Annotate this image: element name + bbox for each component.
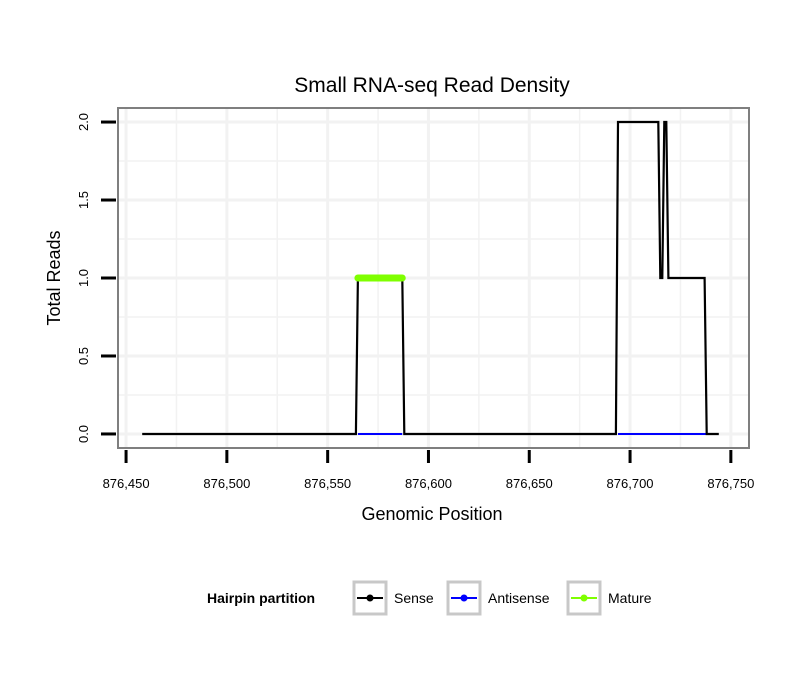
legend-key-point bbox=[366, 594, 374, 602]
x-tick-label: 876,600 bbox=[405, 476, 452, 491]
legend-entries: Sense Antisense Mature bbox=[352, 580, 652, 616]
legend-item-sense: Sense bbox=[352, 580, 434, 616]
legend: Hairpin partition Sense Antisense Mature bbox=[207, 580, 652, 616]
y-tick-label: 1.0 bbox=[76, 269, 91, 287]
legend-label: Mature bbox=[608, 590, 652, 606]
chart-title: Small RNA-seq Read Density bbox=[294, 74, 570, 97]
legend-label: Sense bbox=[394, 590, 434, 606]
x-axis: 876,450 876,500 876,550 876,600 876,650 876,7… bbox=[103, 450, 754, 491]
legend-title: Hairpin partition bbox=[207, 590, 315, 606]
x-tick-label: 876,450 bbox=[103, 476, 150, 491]
legend-item-antisense: Antisense bbox=[446, 580, 550, 616]
y-tick-label: 0.0 bbox=[76, 425, 91, 443]
x-tick-label: 876,650 bbox=[506, 476, 553, 491]
y-axis-title: Total Reads bbox=[44, 230, 64, 325]
x-axis-title: Genomic Position bbox=[361, 504, 502, 524]
x-tick-label: 876,750 bbox=[707, 476, 754, 491]
y-axis: 0.0 0.5 1.0 1.5 2.0 bbox=[76, 113, 116, 443]
x-tick-label: 876,700 bbox=[607, 476, 654, 491]
legend-label: Antisense bbox=[488, 590, 550, 606]
y-tick-label: 0.5 bbox=[76, 347, 91, 365]
plot-border bbox=[117, 107, 750, 449]
y-tick-label: 1.5 bbox=[76, 191, 91, 209]
x-tick-label: 876,500 bbox=[203, 476, 250, 491]
legend-item-mature: Mature bbox=[566, 580, 652, 616]
x-tick-label: 876,550 bbox=[304, 476, 351, 491]
y-tick-label: 2.0 bbox=[76, 113, 91, 131]
legend-key-point bbox=[460, 594, 468, 602]
legend-key-point bbox=[580, 594, 588, 602]
series-layer bbox=[142, 120, 719, 436]
